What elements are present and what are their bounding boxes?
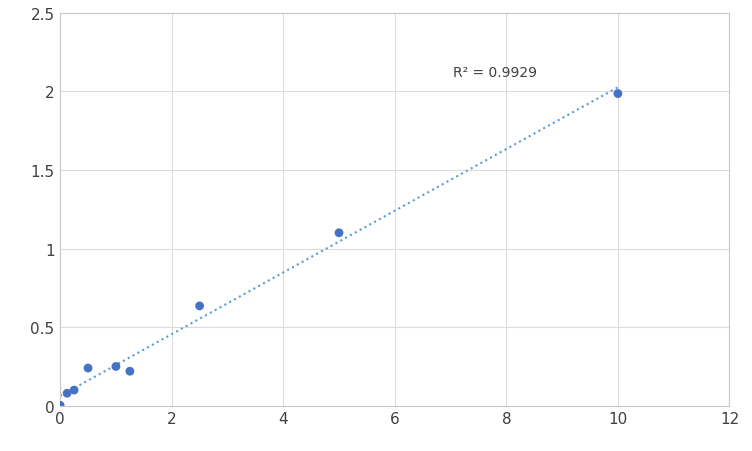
Point <box>68 387 80 394</box>
Point <box>612 91 624 98</box>
Text: R² = 0.9929: R² = 0.9929 <box>453 65 538 79</box>
Point <box>54 402 66 409</box>
Point <box>333 230 345 237</box>
Point <box>124 368 136 375</box>
Point <box>82 364 94 372</box>
Point <box>110 363 122 370</box>
Point <box>193 303 205 310</box>
Point <box>61 390 73 397</box>
